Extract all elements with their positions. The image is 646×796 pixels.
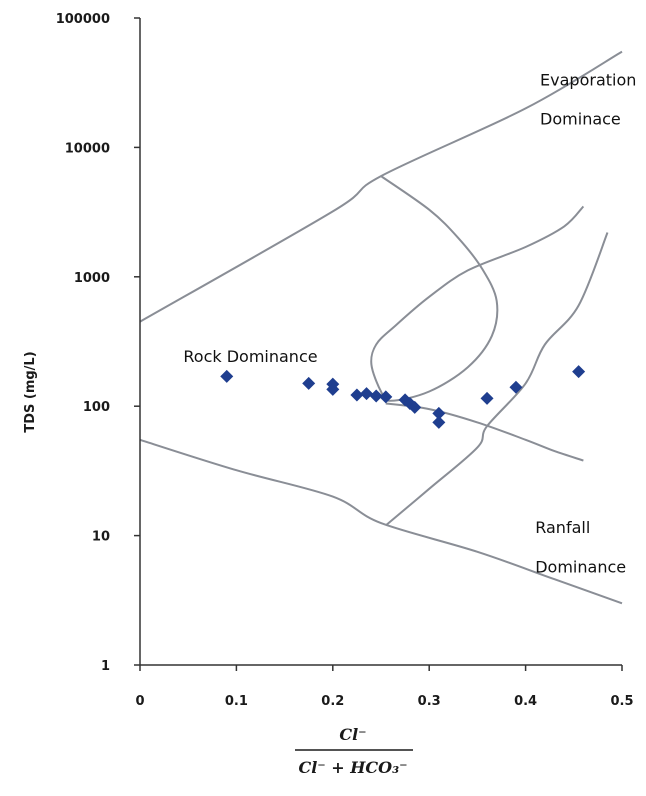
y-tick-label: 1000 [74,271,110,286]
x-tick-label: 0.2 [321,694,344,709]
data-point [326,382,340,396]
x-axis-label-denominator: Cl⁻ + HCO₃⁻ [298,758,407,777]
x-tick-label: 0.4 [514,694,537,709]
data-point [369,389,383,403]
data-point [509,380,523,394]
axes [139,18,622,666]
y-ticks: 1 10 100 1000 10000 100000 [56,12,140,674]
lower-envelope-curve [139,438,623,605]
region-label: Ranfall [535,518,590,537]
data-point [572,365,586,379]
region-labels: Evaporation Dominace Rock Dominance Ranfall… [183,71,636,577]
y-tick-label: 1 [101,659,110,674]
data-point [432,415,446,429]
data-point [480,391,494,405]
y-tick-label: 10000 [65,141,110,156]
data-point [408,400,422,414]
x-axis-label-numerator: Cl⁻ [339,725,366,744]
y-tick-label: 100 [83,400,110,415]
data-points [220,365,586,429]
inner-left-curve-curve [370,175,585,402]
data-point [360,387,374,401]
upper-envelope-curve [139,50,623,323]
region-label: Evaporation [540,71,636,90]
y-tick-label: 10 [92,530,110,545]
data-point [432,406,446,420]
data-point [350,388,364,402]
data-point [302,376,316,390]
x-tick-label: 0.3 [418,694,441,709]
x-tick-label: 0.1 [225,694,248,709]
x-axis-label: Cl⁻ Cl⁻ + HCO₃⁻ [295,725,413,777]
data-point [220,369,234,383]
y-axis-label: TDS (mg/L) [23,351,38,432]
x-tick-label: 0 [135,694,144,709]
y-tick-label: 100000 [56,12,110,27]
inner-right-curve-curve [385,232,609,527]
x-tick-label: 0.5 [610,694,633,709]
region-label: Rock Dominance [183,347,317,366]
region-label: Dominace [540,110,621,129]
x-ticks: 0 0.1 0.2 0.3 0.4 0.5 [135,665,634,709]
data-point [379,390,393,404]
lower-right-tail-curve [385,402,584,462]
region-label: Dominance [535,557,626,576]
